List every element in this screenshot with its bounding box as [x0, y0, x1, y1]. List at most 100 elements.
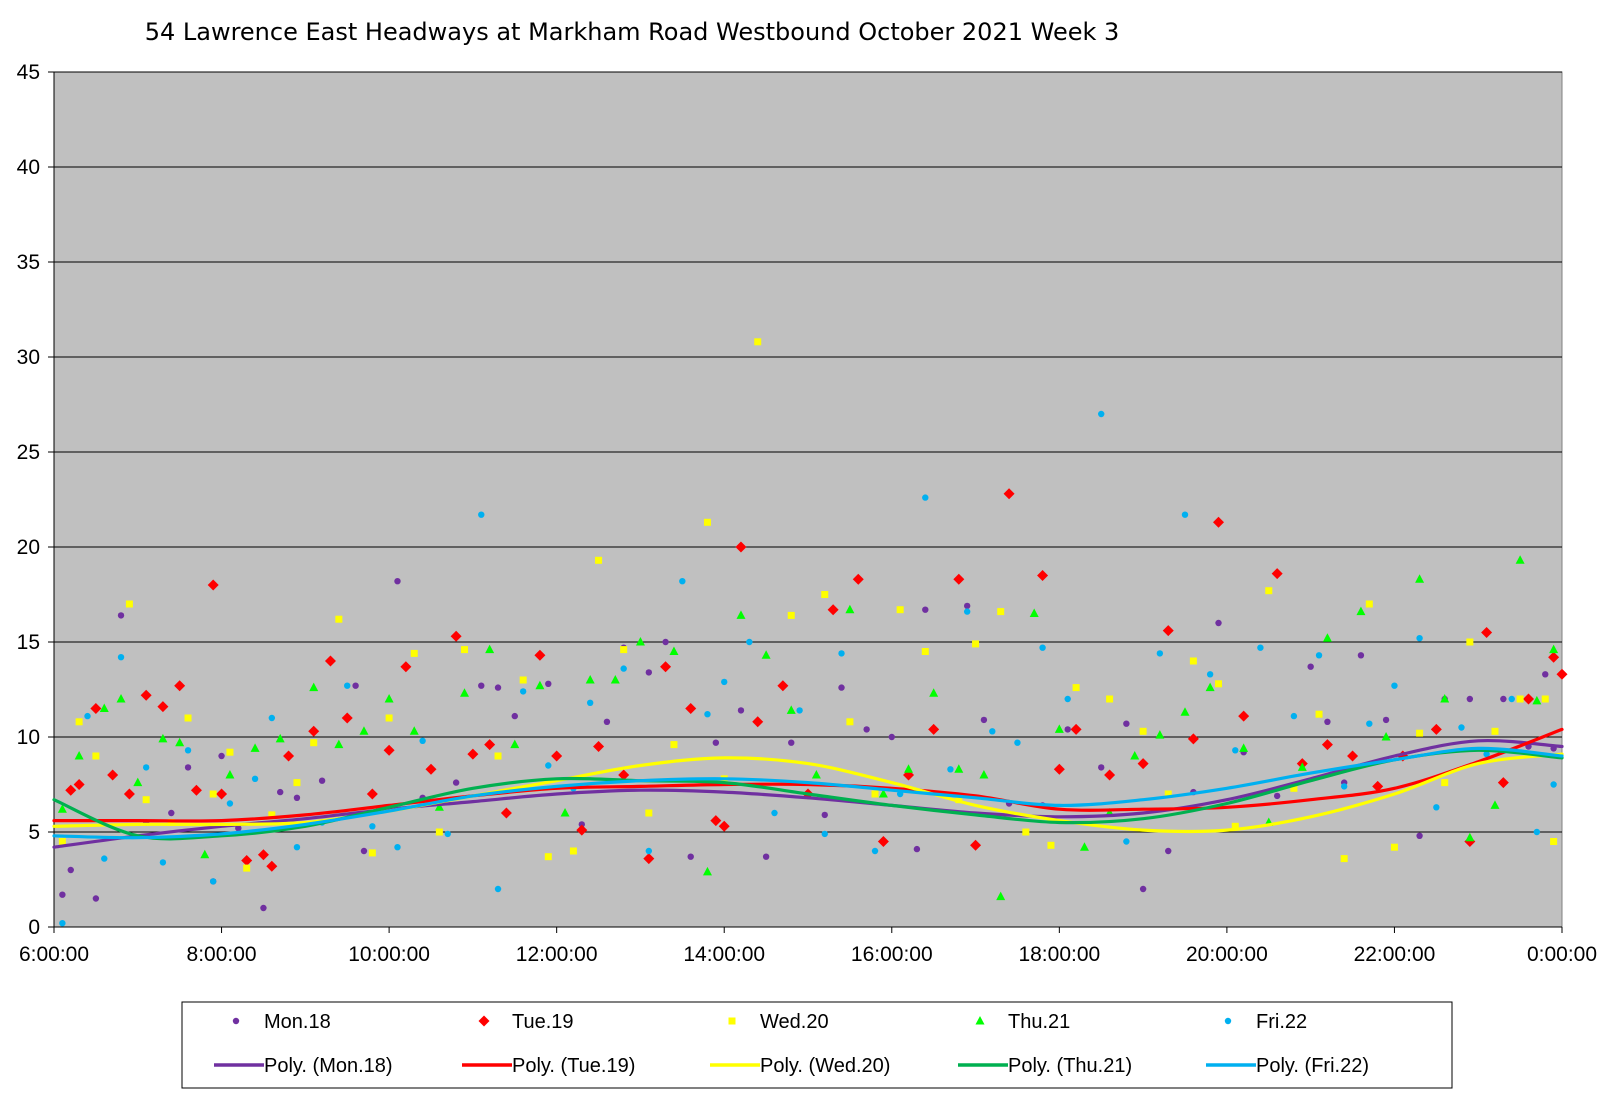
data-point — [670, 741, 678, 749]
data-point — [419, 737, 426, 744]
data-point — [1430, 723, 1442, 735]
data-point — [158, 733, 168, 743]
data-point — [1365, 600, 1373, 608]
data-point — [787, 611, 795, 619]
data-point — [500, 807, 512, 819]
data-point — [133, 777, 143, 787]
data-point — [1181, 511, 1189, 518]
data-point — [1433, 804, 1440, 811]
data-point — [788, 739, 795, 746]
data-point — [57, 804, 67, 813]
gridlines — [54, 71, 1562, 833]
legend-label: Tue.19 — [512, 1011, 574, 1033]
trendline — [52, 727, 1564, 823]
data-point — [1164, 790, 1172, 798]
legend-label: Wed.20 — [760, 1011, 829, 1033]
data-point — [852, 573, 864, 585]
data-point — [1205, 682, 1215, 692]
data-point — [534, 649, 546, 661]
data-point — [123, 788, 135, 800]
data-point — [1215, 619, 1222, 627]
data-point — [167, 819, 175, 826]
data-point — [235, 825, 242, 832]
data-point — [953, 573, 965, 585]
data-point — [369, 823, 376, 830]
data-point — [618, 769, 630, 781]
data-point — [334, 739, 344, 749]
data-point — [409, 726, 419, 735]
data-point — [989, 728, 996, 735]
x-tick-label: 12:00:00 — [516, 943, 598, 966]
data-point — [58, 838, 66, 845]
data-point — [324, 655, 336, 667]
data-point — [904, 764, 914, 773]
data-point — [736, 610, 746, 619]
data-point — [394, 578, 401, 585]
data-point — [400, 661, 412, 673]
x-tick-label: 6:00:00 — [19, 943, 89, 966]
data-point — [1290, 784, 1298, 792]
data-point — [603, 718, 611, 725]
data-point — [1357, 652, 1365, 659]
data-point — [1297, 762, 1307, 771]
data-point — [190, 784, 202, 796]
data-point — [838, 650, 845, 657]
data-point — [1415, 574, 1425, 583]
data-point — [268, 714, 276, 722]
data-point — [1064, 726, 1071, 733]
data-point — [821, 591, 829, 598]
data-point — [383, 744, 395, 756]
data-point — [535, 680, 545, 690]
data-point — [576, 824, 588, 836]
x-tick-label: 0:00:00 — [1527, 943, 1597, 966]
data-point — [972, 640, 980, 648]
data-point — [771, 809, 778, 817]
data-point — [366, 788, 378, 800]
data-point — [913, 845, 921, 853]
data-point — [1123, 838, 1130, 845]
y-tick-label: 0 — [28, 916, 40, 939]
data-point — [954, 764, 964, 773]
data-point — [117, 654, 125, 661]
data-point — [450, 630, 462, 642]
legend-label: Poly. (Mon.18) — [264, 1055, 393, 1077]
data-point — [620, 646, 628, 654]
data-point — [216, 788, 228, 800]
data-point — [871, 847, 879, 855]
legend-marker — [232, 1017, 240, 1025]
data-point — [250, 743, 260, 752]
data-point — [74, 751, 84, 760]
data-point — [922, 606, 929, 613]
data-point — [308, 725, 320, 737]
data-point — [452, 779, 460, 786]
data-point — [494, 752, 502, 760]
data-point — [75, 718, 83, 726]
data-point — [1039, 644, 1046, 651]
data-point — [1381, 732, 1391, 741]
data-point — [702, 866, 712, 876]
trendline — [52, 752, 1564, 834]
data-point — [871, 790, 879, 798]
data-point — [721, 678, 728, 686]
data-point — [1556, 668, 1568, 680]
data-point — [569, 847, 577, 855]
data-point — [929, 688, 939, 697]
data-point — [1189, 657, 1197, 665]
data-point — [142, 796, 150, 804]
data-point — [92, 895, 100, 902]
data-point — [1098, 410, 1105, 418]
data-point — [1322, 633, 1332, 642]
data-point — [293, 794, 301, 801]
data-point — [1037, 570, 1049, 581]
data-point — [1213, 516, 1225, 528]
data-point — [979, 770, 989, 779]
data-point — [718, 820, 730, 832]
data-point — [1549, 644, 1559, 654]
data-point — [545, 762, 552, 769]
data-point — [460, 688, 470, 697]
data-point — [1532, 695, 1542, 705]
data-point — [159, 859, 167, 866]
data-point — [461, 646, 469, 654]
data-point — [484, 739, 496, 751]
data-point — [1231, 822, 1239, 830]
